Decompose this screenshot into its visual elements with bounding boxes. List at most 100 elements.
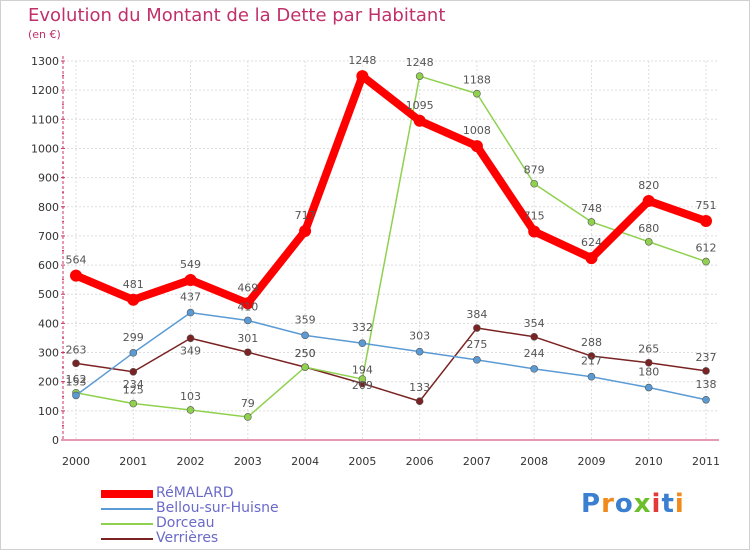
series-point — [358, 339, 367, 348]
data-label: 209 — [352, 379, 373, 392]
series-point — [184, 273, 197, 286]
x-tick-label: 2009 — [577, 455, 605, 468]
legend-label: RéMALARD — [156, 485, 234, 501]
legend-swatch — [101, 490, 153, 498]
y-tick-label: 1000 — [31, 142, 59, 155]
data-label: 250 — [295, 347, 316, 360]
series-point — [244, 413, 252, 421]
series-lines — [70, 70, 712, 421]
proxiti-logo: Proxiti — [581, 489, 685, 519]
series-point — [415, 72, 424, 80]
logo-letter: P — [581, 489, 602, 519]
series-point — [72, 391, 80, 400]
x-tick-label: 2011 — [692, 455, 720, 468]
data-label: 162 — [66, 373, 87, 386]
x-tick-label: 2003 — [234, 455, 262, 468]
data-label: 263 — [66, 343, 87, 356]
data-label: 1095 — [406, 99, 434, 112]
data-label: 237 — [696, 351, 717, 364]
series-point — [72, 359, 80, 368]
x-tick-label: 2001 — [119, 455, 147, 468]
legend-label: Verrières — [156, 530, 219, 546]
series-point — [644, 237, 653, 246]
series-point — [70, 269, 82, 282]
data-label: 180 — [638, 366, 659, 379]
series-point — [473, 324, 481, 332]
x-tick-label: 2006 — [406, 455, 434, 468]
series-point — [644, 383, 653, 392]
series-line-1 — [75, 311, 707, 401]
data-label: 1248 — [348, 54, 376, 67]
series-point — [415, 397, 424, 406]
logo-letter: o — [614, 489, 634, 519]
data-label: 303 — [409, 330, 430, 343]
series-point — [186, 406, 195, 414]
series-line-3 — [75, 327, 707, 402]
data-label: 549 — [180, 258, 201, 271]
series-point — [700, 215, 712, 228]
legend-swatch — [101, 523, 153, 525]
legend-label: Bellou-sur-Huisne — [156, 500, 279, 516]
series-point — [587, 352, 596, 360]
x-tick-label: 2008 — [520, 455, 548, 468]
series-point — [186, 308, 195, 317]
data-label: 879 — [524, 164, 545, 177]
data-label: 349 — [180, 344, 201, 357]
series-point — [415, 347, 424, 356]
x-tick-label: 2002 — [177, 455, 205, 468]
series-point — [473, 89, 481, 98]
y-tick-label: 500 — [38, 288, 59, 301]
series-point — [587, 372, 596, 381]
data-label: 244 — [524, 347, 545, 360]
logo-letter: t — [661, 489, 675, 519]
data-label: 469 — [237, 281, 258, 294]
series-point — [244, 348, 252, 357]
data-label: 250 — [295, 347, 316, 360]
chart-subtitle: (en €) — [28, 28, 61, 41]
data-label: 624 — [581, 236, 602, 249]
series-line-0 — [74, 72, 708, 308]
data-label: 153 — [66, 375, 87, 388]
data-label: 564 — [66, 254, 87, 267]
y-tick-label: 1100 — [31, 113, 59, 126]
y-tick-label: 1200 — [31, 84, 59, 97]
logo-letter: x — [633, 489, 652, 519]
legend-swatch — [101, 508, 153, 510]
series-point — [358, 375, 367, 383]
data-label: 612 — [696, 242, 717, 255]
y-tick-label: 600 — [38, 259, 59, 272]
data-labels: 2632343493012501941333843542882652371621… — [66, 54, 717, 410]
series-point — [642, 194, 655, 207]
data-label: 275 — [466, 338, 487, 351]
data-label: 332 — [352, 321, 373, 334]
x-tick-label: 2004 — [291, 455, 319, 468]
series-point — [301, 363, 309, 371]
y-tick-label: 900 — [38, 172, 59, 185]
data-label: 384 — [466, 308, 487, 321]
data-label: 1008 — [463, 124, 491, 137]
data-label: 299 — [123, 331, 144, 344]
series-point — [129, 367, 138, 376]
legend-swatch — [101, 538, 153, 540]
data-label: 359 — [295, 313, 316, 326]
series-point — [702, 395, 710, 404]
series-point — [530, 365, 538, 373]
data-label: 265 — [638, 343, 659, 356]
data-label: 79 — [241, 397, 255, 410]
x-tick-label: 2005 — [348, 455, 376, 468]
data-label: 133 — [409, 381, 430, 394]
series-point — [530, 332, 538, 341]
grid-lines — [63, 60, 719, 441]
data-label: 481 — [123, 278, 144, 291]
data-label: 751 — [696, 199, 717, 212]
data-label: 820 — [638, 179, 659, 192]
data-label: 217 — [581, 355, 602, 368]
data-label: 715 — [524, 210, 545, 223]
series-point — [244, 316, 252, 325]
series-point — [127, 293, 140, 306]
series-point — [473, 356, 481, 364]
series-point — [528, 225, 541, 238]
logo-letter: i — [651, 489, 662, 519]
series-point — [356, 70, 369, 83]
